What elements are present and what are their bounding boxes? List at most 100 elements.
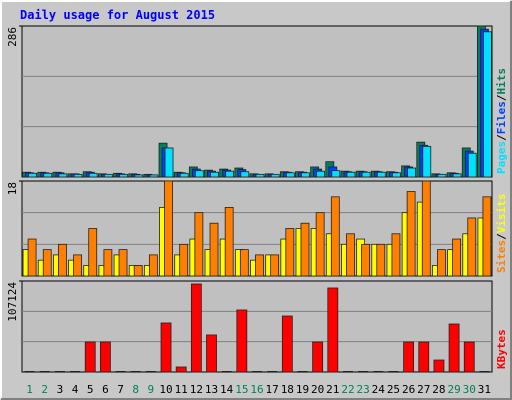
bar: [418, 341, 430, 373]
bar: [130, 371, 141, 372]
bar: [358, 371, 369, 372]
x-tick-label: 28: [432, 383, 445, 396]
bar: [164, 147, 174, 178]
bar: [300, 222, 310, 277]
bar: [421, 180, 431, 277]
bar: [376, 171, 386, 178]
bar: [194, 212, 204, 277]
bar: [84, 341, 96, 373]
bar: [39, 371, 50, 372]
bar: [463, 341, 475, 373]
bar: [437, 249, 446, 277]
bar: [224, 206, 234, 277]
bar: [206, 334, 217, 373]
bar: [285, 228, 295, 277]
bar: [373, 371, 384, 372]
y-tick-label: 18: [6, 182, 19, 195]
bar: [43, 172, 53, 178]
bar: [221, 371, 232, 372]
x-tick-label: 21: [326, 383, 339, 396]
legend-separator: /: [495, 233, 508, 240]
bar: [452, 238, 461, 277]
legend-separator: /: [495, 94, 508, 101]
x-tick-label: 27: [417, 383, 430, 396]
x-tick-label: 10: [159, 383, 172, 396]
bar: [88, 172, 98, 178]
bar: [210, 171, 219, 178]
bar: [160, 322, 172, 373]
legend: KBytes: [495, 329, 508, 369]
x-tick-label: 30: [463, 383, 476, 396]
x-tick-label: 14: [220, 383, 234, 396]
x-tick-label: 22: [341, 383, 354, 396]
x-tick-label: 2: [41, 383, 48, 396]
x-tick-label: 5: [87, 383, 94, 396]
x-tick-label: 13: [205, 383, 218, 396]
bar: [406, 191, 416, 277]
bar: [422, 145, 432, 178]
x-tick-label: 18: [281, 383, 294, 396]
bar: [54, 371, 65, 372]
bar: [255, 254, 264, 277]
bar: [240, 171, 250, 178]
bar: [448, 323, 460, 373]
bar: [467, 217, 477, 277]
bar: [115, 371, 126, 372]
bar: [331, 170, 341, 178]
bar: [392, 172, 401, 178]
legend-entry: Files: [495, 101, 508, 134]
x-tick-label: 9: [148, 383, 155, 396]
bar: [361, 243, 371, 277]
x-tick-label: 1: [26, 383, 33, 396]
legend-entry: Sites: [495, 240, 508, 273]
bar: [388, 371, 399, 372]
bar: [190, 283, 202, 373]
x-tick-label: 31: [478, 383, 491, 396]
bar: [391, 233, 401, 277]
x-tick-label: 20: [311, 383, 324, 396]
legend-separator: /: [495, 134, 508, 141]
bar: [134, 174, 144, 178]
bar: [482, 196, 492, 277]
bar: [209, 222, 219, 277]
bar: [270, 173, 280, 178]
bar: [376, 243, 386, 277]
bar: [479, 371, 490, 372]
x-tick-label: 4: [72, 383, 79, 396]
x-tick-label: 6: [102, 383, 109, 396]
bar: [179, 243, 189, 277]
legend-entry: KBytes: [495, 329, 508, 369]
bar: [42, 249, 52, 277]
y-tick-label: 286: [6, 27, 19, 47]
bar: [361, 171, 371, 178]
legend-entry: Pages: [495, 141, 508, 174]
x-tick-label: 11: [175, 383, 188, 396]
bar: [270, 254, 280, 277]
bar: [236, 309, 248, 373]
bar: [327, 287, 339, 373]
bar: [437, 173, 447, 178]
bar: [99, 341, 111, 373]
bar: [407, 167, 417, 178]
bar: [58, 243, 67, 277]
bar: [433, 359, 445, 373]
bar: [179, 172, 189, 178]
bar: [315, 212, 325, 277]
bar: [316, 170, 326, 178]
legend-entry: Hits: [495, 68, 508, 95]
bar: [73, 254, 82, 277]
bar: [24, 371, 35, 372]
bar: [148, 254, 158, 277]
bar: [103, 173, 113, 178]
bar: [225, 170, 235, 178]
x-tick-label: 29: [447, 383, 460, 396]
bar: [133, 265, 143, 277]
bar: [175, 366, 187, 373]
bar: [252, 371, 262, 372]
bar: [281, 315, 293, 373]
chart-title: Daily usage for August 2015: [20, 8, 215, 22]
bar: [88, 228, 98, 277]
bar: [297, 371, 308, 372]
